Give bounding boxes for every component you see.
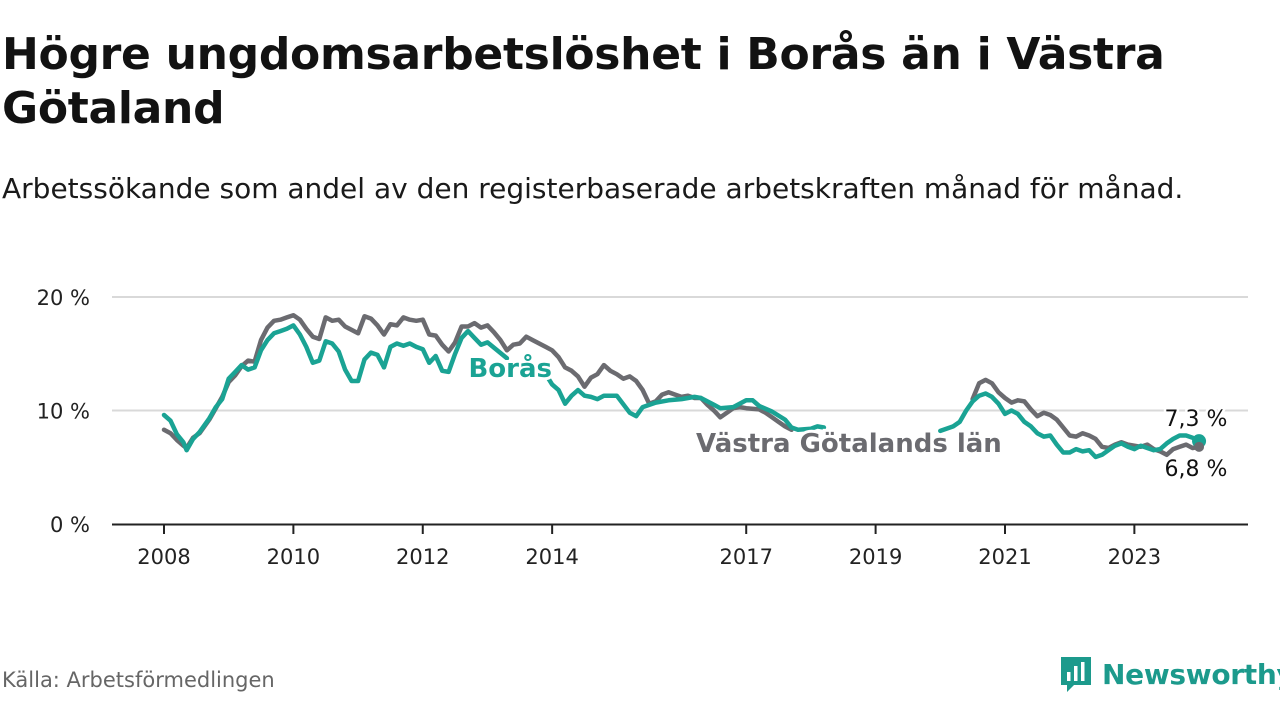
x-tick-label: 2019	[849, 545, 902, 569]
x-tick-label: 2021	[978, 545, 1031, 569]
chart-grid	[112, 296, 1248, 412]
y-axis-ticks: 0 % 10 % 20 %	[37, 286, 90, 537]
newsworthy-logo-icon	[1061, 657, 1091, 692]
source-note: Källa: Arbetsförmedlingen	[2, 668, 275, 692]
x-tick-label: 2008	[137, 545, 190, 569]
chart-series	[161, 312, 1202, 460]
x-tick-label: 2017	[719, 545, 772, 569]
series-line-boras	[536, 362, 827, 433]
endpoint-dot-vastra-gotaland	[1194, 441, 1205, 452]
y-tick-label: 20 %	[37, 286, 90, 310]
y-tick-label: 10 %	[37, 400, 90, 424]
series-line-boras	[938, 391, 1202, 460]
x-tick-label: 2014	[525, 545, 578, 569]
brand-name: Newsworthy	[1102, 657, 1280, 691]
end-value-vastra-gotaland: 6,8 %	[1165, 457, 1228, 482]
y-tick-label: 0 %	[50, 513, 90, 537]
series-line-vastra-gotaland	[970, 377, 1202, 458]
series-label-vastra-gotaland: Västra Götalands län	[696, 429, 1002, 459]
x-axis-ticks: 2008 2010 2012 2014 2017 2019 2021 2023	[137, 524, 1161, 569]
page-title: Högre ungdomsarbetslöshet i Borås än i V…	[2, 29, 1165, 134]
series-endpoints	[1192, 434, 1207, 452]
series-labels: Borås Västra Götalands län 7,3 % 6,8 %	[465, 349, 1229, 485]
brand-logo: Newsworthy	[1058, 652, 1280, 696]
series-line-boras	[161, 323, 510, 453]
x-tick-label: 2010	[267, 545, 320, 569]
series-label-boras: Borås	[468, 352, 552, 384]
page-subtitle: Arbetssökande som andel av den registerb…	[2, 172, 1184, 205]
x-tick-label: 2012	[396, 545, 449, 569]
x-tick-label: 2023	[1108, 545, 1161, 569]
end-value-boras: 7,3 %	[1165, 407, 1228, 432]
